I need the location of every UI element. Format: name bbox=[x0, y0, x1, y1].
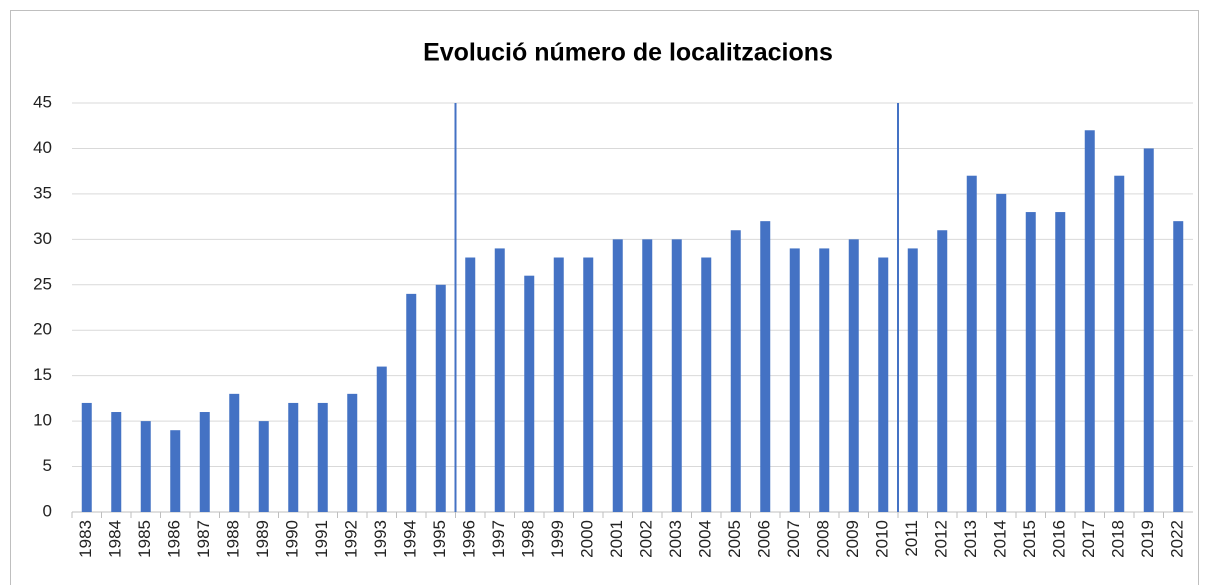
bar bbox=[583, 257, 594, 512]
chart-frame bbox=[10, 10, 1199, 585]
bar bbox=[878, 257, 889, 512]
bar bbox=[907, 248, 918, 512]
x-tick-label: 1998 bbox=[519, 520, 538, 558]
x-tick-label: 2015 bbox=[1020, 520, 1039, 558]
y-tick-label: 35 bbox=[33, 183, 52, 202]
x-tick-label: 2022 bbox=[1168, 520, 1187, 558]
x-tick-label: 1986 bbox=[165, 520, 184, 558]
bar bbox=[111, 412, 122, 512]
x-tick-label: 2017 bbox=[1079, 520, 1098, 558]
bar bbox=[1055, 212, 1066, 513]
bar bbox=[553, 257, 564, 512]
bar bbox=[406, 293, 417, 512]
bar bbox=[258, 421, 269, 512]
x-tick-label: 2000 bbox=[578, 520, 597, 558]
bar bbox=[288, 402, 299, 512]
x-tick-label: 1988 bbox=[224, 520, 243, 558]
bar bbox=[1084, 130, 1095, 512]
chart-title: Evolució número de localitzacions bbox=[423, 39, 833, 67]
bar bbox=[81, 402, 92, 512]
y-tick-label: 20 bbox=[33, 320, 52, 339]
bar bbox=[347, 393, 358, 512]
x-tick-label: 2011 bbox=[902, 520, 921, 557]
x-tick-label: 2003 bbox=[666, 520, 685, 558]
bar bbox=[612, 239, 623, 513]
x-tick-label: 2016 bbox=[1050, 520, 1069, 558]
y-tick-label: 45 bbox=[33, 92, 52, 111]
bar bbox=[701, 257, 712, 512]
bar bbox=[170, 430, 181, 512]
x-tick-label: 2009 bbox=[843, 520, 862, 558]
x-tick-label: 1992 bbox=[342, 520, 361, 558]
bar bbox=[229, 393, 240, 512]
bar bbox=[199, 412, 210, 512]
bar bbox=[140, 421, 151, 512]
x-tick-label: 2005 bbox=[725, 520, 744, 558]
bar bbox=[376, 366, 387, 512]
x-tick-label: 1997 bbox=[489, 520, 508, 558]
bar bbox=[789, 248, 800, 512]
y-tick-label: 0 bbox=[43, 501, 52, 520]
bar bbox=[996, 193, 1007, 512]
bar bbox=[642, 239, 653, 513]
bar bbox=[1025, 212, 1036, 513]
bar bbox=[1114, 175, 1125, 512]
bar bbox=[524, 275, 535, 512]
x-tick-label: 2008 bbox=[814, 520, 833, 558]
bar bbox=[848, 239, 859, 513]
y-tick-label: 25 bbox=[33, 274, 52, 293]
x-tick-label: 1993 bbox=[371, 520, 390, 558]
bar bbox=[1143, 148, 1154, 512]
x-tick-label: 2018 bbox=[1109, 520, 1128, 558]
y-tick-label: 40 bbox=[33, 138, 52, 157]
x-tick-label: 1984 bbox=[106, 520, 125, 558]
y-tick-label: 30 bbox=[33, 229, 52, 248]
x-tick-label: 1994 bbox=[401, 520, 420, 558]
x-tick-label: 2013 bbox=[961, 520, 980, 558]
x-tick-label: 2001 bbox=[607, 520, 626, 558]
x-tick-label: 2002 bbox=[637, 520, 656, 558]
x-tick-label: 1996 bbox=[460, 520, 479, 558]
y-tick-label: 15 bbox=[33, 365, 52, 384]
x-tick-label: 1985 bbox=[135, 520, 154, 558]
x-tick-label: 2019 bbox=[1138, 520, 1157, 558]
bar bbox=[760, 221, 771, 512]
x-tick-label: 1987 bbox=[194, 520, 213, 558]
x-tick-label: 1995 bbox=[430, 520, 449, 558]
bar bbox=[317, 402, 328, 512]
bar bbox=[465, 257, 476, 512]
x-tick-label: 2007 bbox=[784, 520, 803, 558]
bar bbox=[1173, 221, 1184, 512]
x-tick-label: 1999 bbox=[548, 520, 567, 558]
bar bbox=[671, 239, 682, 513]
bar bbox=[966, 175, 977, 512]
bar bbox=[435, 284, 446, 512]
bar bbox=[937, 230, 948, 512]
x-tick-label: 1991 bbox=[312, 520, 331, 558]
y-tick-label: 5 bbox=[43, 456, 52, 475]
x-tick-label: 1990 bbox=[283, 520, 302, 558]
x-tick-label: 2010 bbox=[873, 520, 892, 558]
bar bbox=[730, 230, 741, 512]
x-tick-label: 2012 bbox=[932, 520, 951, 558]
y-tick-label: 10 bbox=[33, 411, 52, 430]
x-tick-label: 1989 bbox=[253, 520, 272, 558]
x-tick-label: 2006 bbox=[755, 520, 774, 558]
bar bbox=[494, 248, 505, 512]
bar bbox=[819, 248, 830, 512]
x-tick-label: 2004 bbox=[696, 520, 715, 558]
x-tick-label: 1983 bbox=[76, 520, 95, 558]
x-tick-label: 2014 bbox=[991, 520, 1010, 558]
